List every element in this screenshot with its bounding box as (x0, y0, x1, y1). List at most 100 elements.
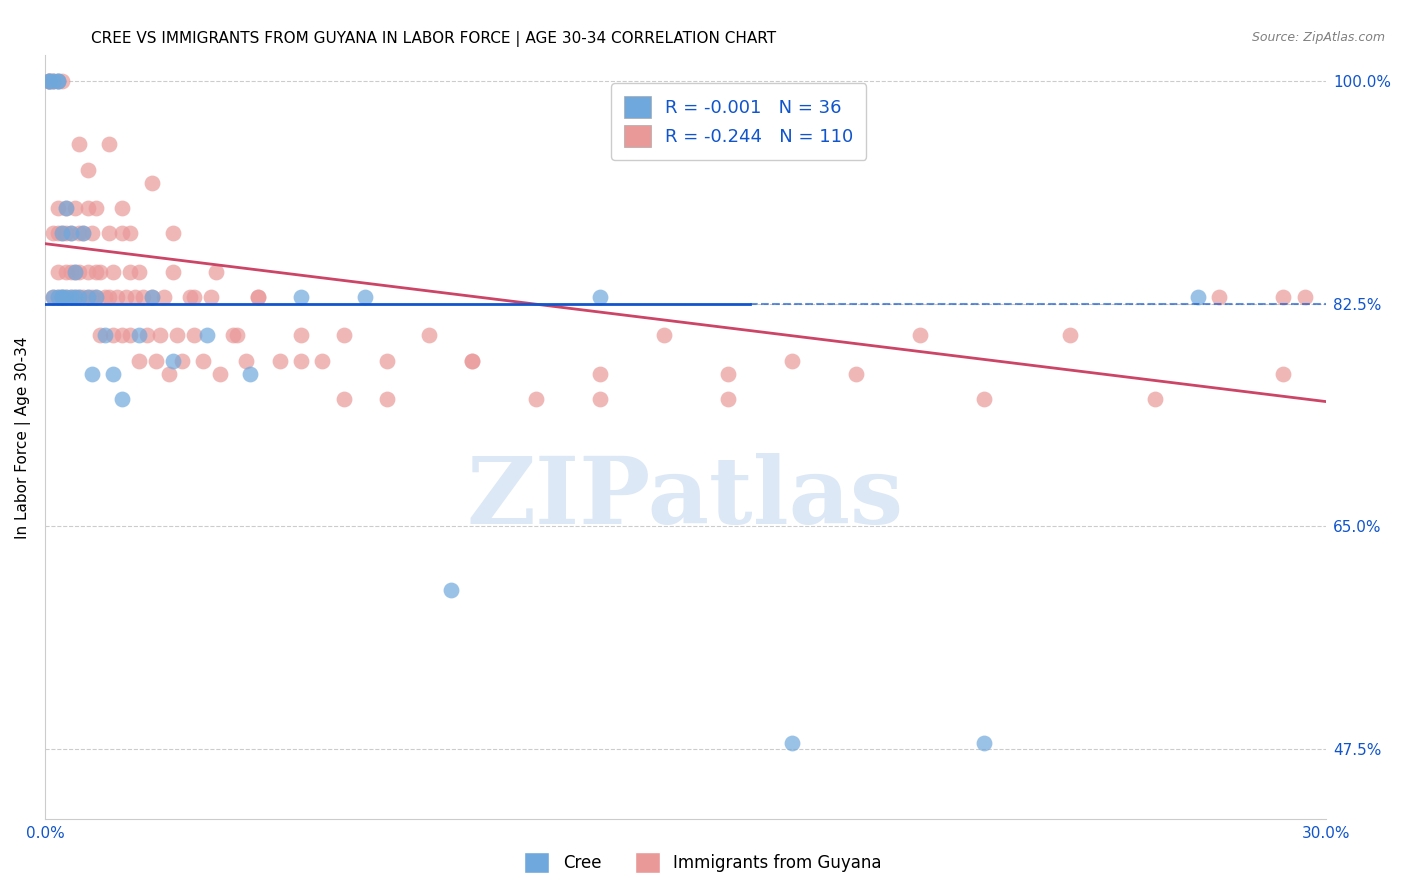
Immigrants from Guyana (38, 73, 60, 87)
Immigrants from Guyana (1059, 328, 1081, 343)
Immigrants from Guyana (191, 354, 214, 368)
Immigrants from Guyana (183, 328, 205, 343)
Immigrants from Guyana (162, 227, 184, 241)
Immigrants from Guyana (42, 227, 65, 241)
Immigrants from Guyana (46, 290, 69, 304)
Cree (38, 73, 60, 87)
Cree (55, 201, 77, 215)
Text: CREE VS IMMIGRANTS FROM GUYANA IN LABOR FORCE | AGE 30-34 CORRELATION CHART: CREE VS IMMIGRANTS FROM GUYANA IN LABOR … (91, 31, 776, 47)
Immigrants from Guyana (461, 354, 484, 368)
Immigrants from Guyana (111, 201, 134, 215)
Cree (239, 367, 262, 381)
Cree (439, 583, 461, 598)
Immigrants from Guyana (149, 328, 172, 343)
Immigrants from Guyana (97, 227, 120, 241)
Immigrants from Guyana (76, 265, 98, 279)
Immigrants from Guyana (46, 73, 69, 87)
Immigrants from Guyana (76, 290, 98, 304)
Immigrants from Guyana (67, 227, 90, 241)
Immigrants from Guyana (1272, 367, 1295, 381)
Immigrants from Guyana (1144, 392, 1167, 406)
Cree (63, 290, 86, 304)
Immigrants from Guyana (67, 290, 90, 304)
Immigrants from Guyana (652, 328, 675, 343)
Immigrants from Guyana (717, 392, 740, 406)
Immigrants from Guyana (120, 227, 142, 241)
Cree (141, 290, 163, 304)
Immigrants from Guyana (333, 392, 356, 406)
Immigrants from Guyana (111, 227, 134, 241)
Immigrants from Guyana (589, 367, 612, 381)
Cree (46, 73, 69, 87)
Immigrants from Guyana (111, 328, 134, 343)
Immigrants from Guyana (1208, 290, 1230, 304)
Immigrants from Guyana (333, 328, 356, 343)
Cree (38, 73, 60, 87)
Immigrants from Guyana (42, 73, 65, 87)
Text: Source: ZipAtlas.com: Source: ZipAtlas.com (1251, 31, 1385, 45)
Immigrants from Guyana (42, 73, 65, 87)
Immigrants from Guyana (311, 354, 333, 368)
Immigrants from Guyana (124, 290, 146, 304)
Immigrants from Guyana (418, 328, 440, 343)
Immigrants from Guyana (717, 367, 740, 381)
Immigrants from Guyana (166, 328, 188, 343)
Immigrants from Guyana (55, 290, 77, 304)
Cree (1187, 290, 1209, 304)
Cree (72, 227, 94, 241)
Immigrants from Guyana (780, 354, 803, 368)
Immigrants from Guyana (42, 290, 65, 304)
Immigrants from Guyana (51, 290, 73, 304)
Cree (93, 328, 115, 343)
Legend: R = -0.001   N = 36, R = -0.244   N = 110: R = -0.001 N = 36, R = -0.244 N = 110 (612, 83, 866, 160)
Immigrants from Guyana (128, 265, 150, 279)
Immigrants from Guyana (235, 354, 257, 368)
Immigrants from Guyana (97, 137, 120, 152)
Immigrants from Guyana (157, 367, 180, 381)
Cree (55, 290, 77, 304)
Cree (63, 265, 86, 279)
Cree (589, 290, 612, 304)
Immigrants from Guyana (84, 290, 107, 304)
Immigrants from Guyana (153, 290, 176, 304)
Immigrants from Guyana (84, 201, 107, 215)
Immigrants from Guyana (55, 227, 77, 241)
Cree (290, 290, 312, 304)
Immigrants from Guyana (1272, 290, 1295, 304)
Cree (51, 290, 73, 304)
Immigrants from Guyana (107, 290, 129, 304)
Immigrants from Guyana (1294, 290, 1316, 304)
Immigrants from Guyana (89, 265, 111, 279)
Legend: Cree, Immigrants from Guyana: Cree, Immigrants from Guyana (517, 846, 889, 880)
Immigrants from Guyana (63, 290, 86, 304)
Immigrants from Guyana (84, 265, 107, 279)
Immigrants from Guyana (141, 290, 163, 304)
Immigrants from Guyana (103, 328, 125, 343)
Immigrants from Guyana (120, 328, 142, 343)
Immigrants from Guyana (80, 290, 103, 304)
Immigrants from Guyana (38, 73, 60, 87)
Cree (51, 227, 73, 241)
Immigrants from Guyana (46, 265, 69, 279)
Immigrants from Guyana (290, 328, 312, 343)
Cree (103, 367, 125, 381)
Immigrants from Guyana (63, 265, 86, 279)
Cree (128, 328, 150, 343)
Cree (42, 290, 65, 304)
Immigrants from Guyana (136, 328, 159, 343)
Immigrants from Guyana (67, 137, 90, 152)
Immigrants from Guyana (162, 265, 184, 279)
Immigrants from Guyana (128, 354, 150, 368)
Immigrants from Guyana (375, 354, 398, 368)
Immigrants from Guyana (59, 290, 82, 304)
Cree (80, 367, 103, 381)
Immigrants from Guyana (145, 354, 167, 368)
Immigrants from Guyana (67, 265, 90, 279)
Immigrants from Guyana (63, 201, 86, 215)
Immigrants from Guyana (524, 392, 547, 406)
Immigrants from Guyana (93, 290, 115, 304)
Cree (59, 290, 82, 304)
Immigrants from Guyana (120, 265, 142, 279)
Immigrants from Guyana (170, 354, 193, 368)
Cree (46, 73, 69, 87)
